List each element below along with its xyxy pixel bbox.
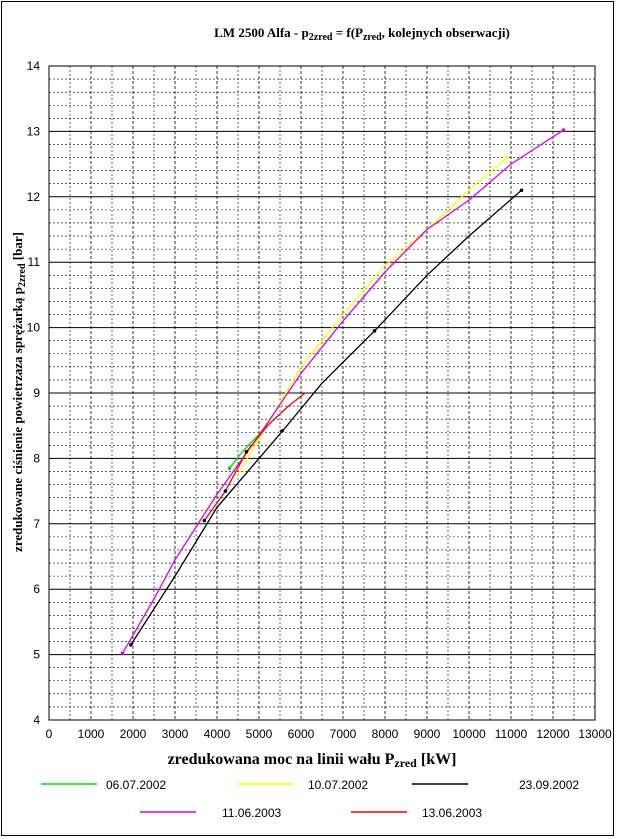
x-tick-label: 1000 [78,727,105,741]
x-tick-label: 12000 [536,727,570,741]
x-tick-label: 10000 [452,727,486,741]
y-tick-label: 12 [27,190,41,204]
legend: 06.07.2002 10.07.2002 23.09.2002 11.06.2003… [41,778,579,820]
legend-label: 06.07.2002 [106,778,166,792]
y-tick-label: 7 [33,517,40,531]
y-tick-label: 13 [27,124,41,138]
y-tick-label: 5 [33,648,40,662]
x-tick-label: 4000 [204,727,231,741]
y-tick-label: 9 [33,386,40,400]
data-markers [120,128,566,656]
x-tick-label: 5000 [246,727,273,741]
series-line [203,392,306,521]
x-axis-label: zredukowana moc na linii wału Pzred [kW] [168,751,457,770]
y-tick-label: 11 [28,255,41,269]
x-tick-label: 0 [46,727,53,741]
x-tick-label: 11000 [495,727,528,741]
data-point [519,188,524,193]
data-point [280,429,284,433]
data-point [223,489,228,493]
legend-label: 23.09.2002 [519,778,579,792]
chart-title: LM 2500 Alfa - p2zred = f(Pzred, kolejny… [214,25,510,43]
series-line [130,189,522,646]
x-tick-label: 8000 [372,727,399,741]
data-point [227,466,232,471]
x-tick-label: 3000 [162,727,189,741]
legend-label: 10.07.2002 [308,778,368,792]
y-tick-label: 4 [33,713,40,727]
series-line [121,129,564,654]
x-tick-label: 6000 [288,727,315,741]
legend-label: 11.06.2003 [222,806,281,820]
legend-label: 13.06.2003 [422,806,482,820]
y-tick-label: 14 [27,59,41,73]
y-tick-label: 6 [33,582,40,596]
data-point [202,518,207,523]
data-point [120,651,125,656]
x-tick-label: 7000 [330,727,357,741]
y-tick-label: 8 [33,451,40,465]
grid [48,65,596,721]
data-point [129,642,133,647]
x-tick-label: 9000 [414,727,441,741]
data-point [505,155,509,160]
x-tick-label: 13000 [578,727,612,741]
x-tick-label: 2000 [120,727,147,741]
y-tick-label: 10 [27,321,41,335]
plot-area [48,65,596,721]
data-point [561,128,566,132]
series-line [237,157,508,476]
y-axis-label: zredukowane ciśnienie powietrzaza spręża… [10,232,28,552]
data-point [372,329,377,333]
series-lines [121,129,564,654]
tick-labels: 0 1000 2000 3000 4000 5000 6000 7000 8000 9000 100… [27,59,612,741]
data-point [244,450,249,454]
